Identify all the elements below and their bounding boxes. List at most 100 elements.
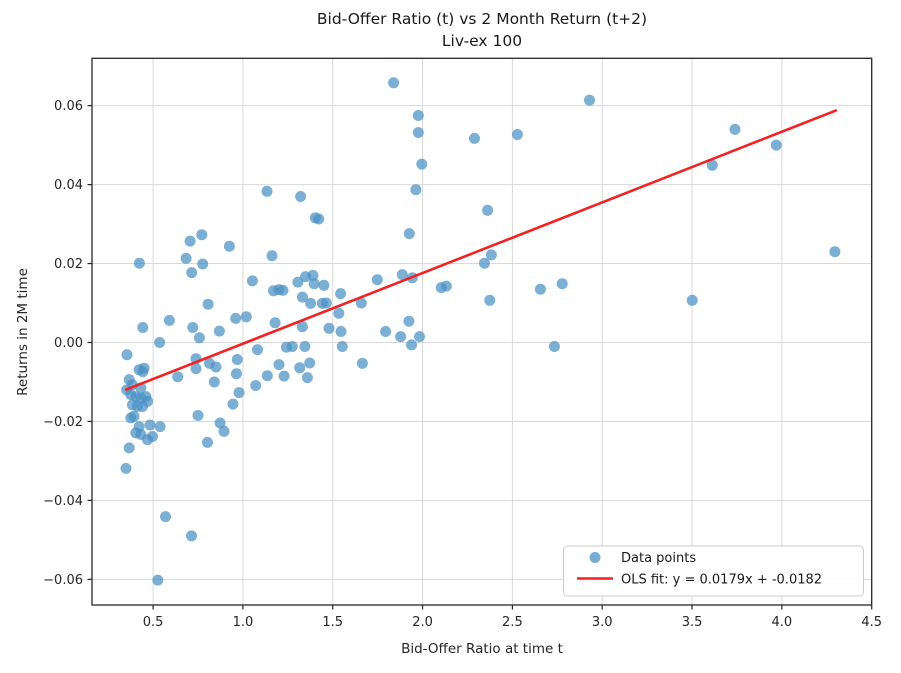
data-point bbox=[180, 252, 192, 264]
data-point bbox=[396, 269, 408, 281]
data-point bbox=[335, 326, 347, 337]
data-point bbox=[172, 371, 184, 383]
legend: Data points OLS fit: y = 0.0179x + -0.01… bbox=[563, 545, 864, 597]
data-point bbox=[584, 94, 595, 106]
data-point bbox=[144, 419, 156, 431]
data-point bbox=[286, 341, 298, 352]
data-point bbox=[356, 357, 368, 369]
data-point bbox=[294, 362, 306, 374]
data-point bbox=[403, 228, 415, 240]
data-point bbox=[320, 297, 332, 309]
data-point bbox=[313, 213, 325, 225]
data-point bbox=[277, 284, 289, 296]
data-point bbox=[686, 294, 698, 306]
data-point bbox=[230, 368, 242, 380]
x-tick-label: 1.5 bbox=[322, 615, 343, 630]
data-point bbox=[246, 275, 258, 287]
data-point bbox=[829, 246, 841, 258]
y-tick-label: 0.04 bbox=[54, 178, 83, 193]
data-point bbox=[412, 127, 424, 138]
data-point bbox=[214, 417, 226, 429]
legend-label-ols-fit: OLS fit: y = 0.0179x + -0.0182 bbox=[621, 573, 822, 588]
ols-fit-line bbox=[124, 109, 838, 391]
data-point bbox=[292, 276, 304, 288]
data-point bbox=[152, 574, 164, 586]
data-point bbox=[133, 257, 145, 269]
scatter-points bbox=[120, 77, 841, 586]
data-point bbox=[278, 370, 290, 382]
data-point bbox=[336, 341, 348, 352]
data-point bbox=[299, 341, 311, 352]
data-point bbox=[252, 344, 263, 356]
data-point bbox=[121, 349, 133, 361]
chart-subtitle: Liv-ex 100 bbox=[442, 32, 522, 50]
data-point bbox=[469, 132, 480, 144]
data-point bbox=[380, 326, 392, 337]
x-tick-label: 3.0 bbox=[592, 615, 613, 630]
data-point bbox=[240, 311, 252, 323]
data-point bbox=[355, 297, 367, 309]
data-point bbox=[208, 376, 220, 388]
data-point bbox=[305, 297, 317, 309]
gridlines bbox=[92, 58, 873, 605]
x-axis-label: Bid-Offer Ratio at time t bbox=[401, 641, 563, 657]
data-point bbox=[223, 240, 235, 252]
data-point bbox=[412, 110, 424, 121]
data-point bbox=[484, 294, 496, 306]
x-tick-label: 2.5 bbox=[502, 615, 523, 630]
data-point bbox=[187, 322, 199, 333]
data-point bbox=[296, 291, 308, 303]
data-point bbox=[137, 322, 149, 333]
data-point bbox=[335, 288, 347, 300]
data-point bbox=[230, 312, 242, 324]
legend-marker-data-points bbox=[589, 552, 601, 563]
data-point bbox=[213, 325, 225, 337]
data-point bbox=[250, 380, 262, 391]
data-point bbox=[414, 331, 425, 343]
data-point bbox=[395, 331, 407, 343]
data-point bbox=[138, 362, 150, 374]
data-point bbox=[388, 77, 400, 89]
data-point bbox=[307, 269, 319, 281]
y-tick-label: 0.00 bbox=[54, 336, 83, 351]
x-tick-label: 1.0 bbox=[233, 615, 254, 630]
data-point bbox=[479, 257, 490, 269]
data-point bbox=[163, 314, 175, 326]
data-point bbox=[125, 412, 137, 424]
y-tick-label: 0.06 bbox=[54, 99, 83, 114]
y-tick-label: 0.02 bbox=[54, 257, 83, 272]
data-point bbox=[301, 372, 313, 384]
legend-label-data-points: Data points bbox=[621, 551, 696, 566]
data-point bbox=[296, 321, 308, 333]
data-point bbox=[318, 279, 330, 291]
data-point bbox=[197, 258, 209, 270]
data-point bbox=[202, 436, 213, 448]
data-point bbox=[406, 339, 418, 351]
data-point bbox=[482, 204, 494, 216]
data-point bbox=[511, 129, 523, 140]
data-point bbox=[261, 185, 273, 197]
data-point bbox=[403, 315, 415, 327]
data-point bbox=[184, 235, 196, 247]
data-point bbox=[308, 278, 320, 290]
data-point bbox=[333, 307, 345, 319]
data-point bbox=[269, 317, 281, 329]
plot-border bbox=[91, 57, 873, 606]
data-point bbox=[137, 401, 148, 412]
data-point bbox=[196, 229, 208, 241]
data-point bbox=[273, 359, 285, 371]
data-point bbox=[266, 250, 278, 262]
data-point bbox=[416, 158, 428, 170]
data-point bbox=[231, 354, 243, 365]
data-point bbox=[770, 139, 782, 151]
data-point bbox=[186, 530, 197, 542]
data-point bbox=[371, 274, 383, 286]
data-point bbox=[534, 283, 546, 295]
ols-line bbox=[124, 109, 838, 391]
chart-title: Bid-Offer Ratio (t) vs 2 Month Return (t… bbox=[317, 10, 647, 28]
data-point bbox=[227, 398, 239, 410]
data-point bbox=[210, 361, 222, 373]
data-point bbox=[123, 442, 135, 454]
